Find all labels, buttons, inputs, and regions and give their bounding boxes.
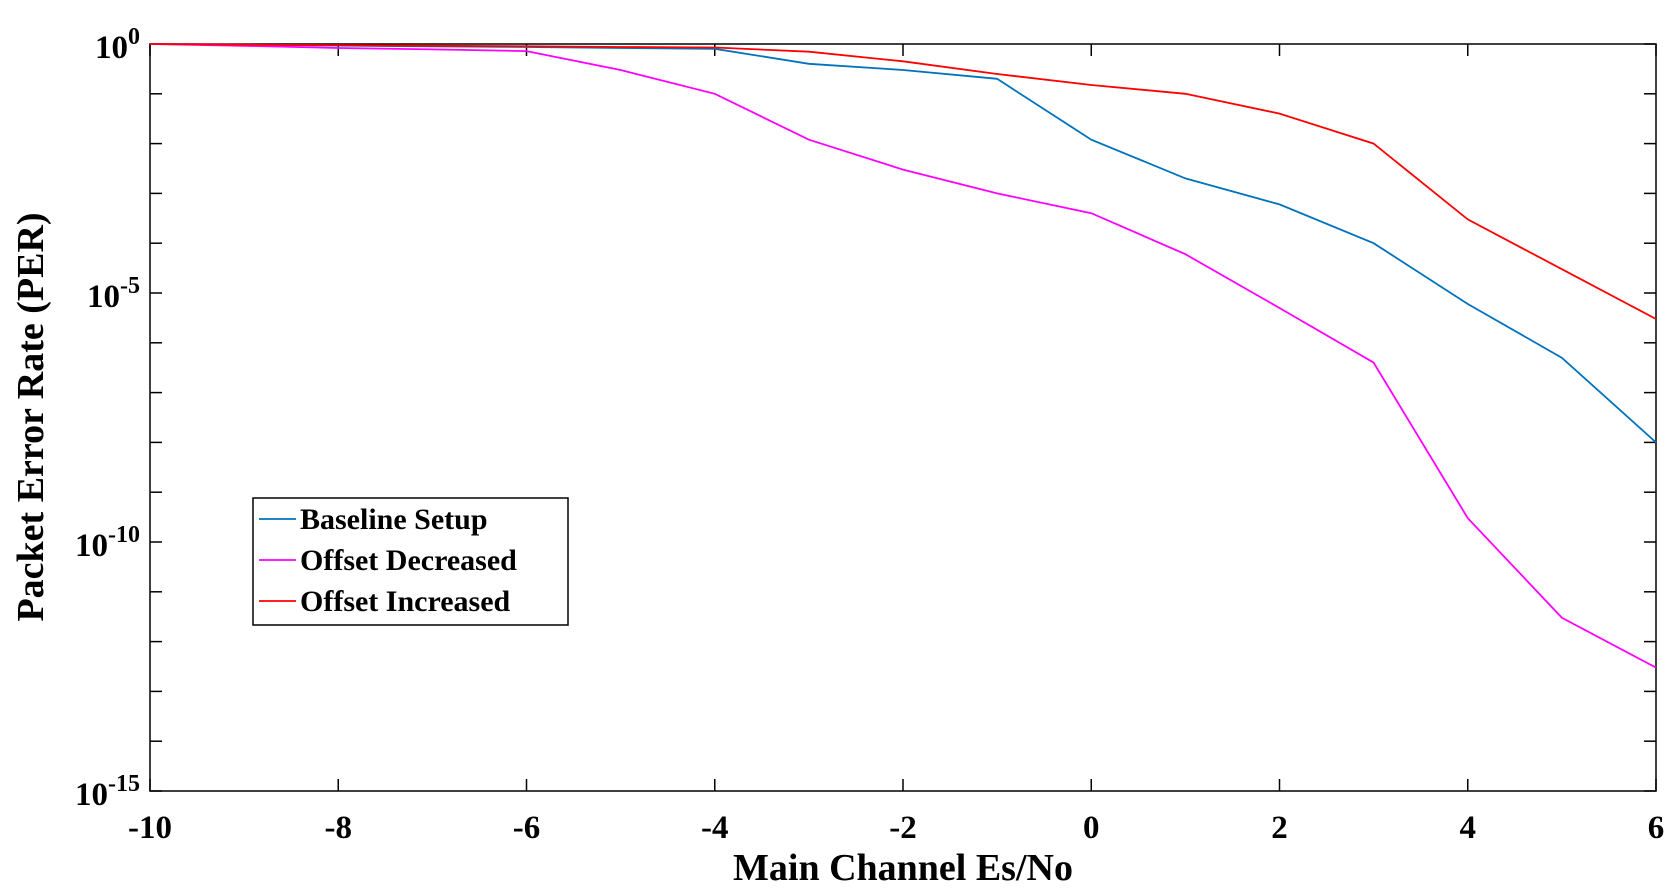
legend-label: Offset Increased (300, 585, 511, 618)
x-tick-label: 6 (1648, 810, 1665, 846)
y-tick-label: 10-15 (75, 771, 140, 813)
x-tick-label: -4 (701, 810, 729, 846)
x-tick-label: -6 (513, 810, 541, 846)
y-tick-label: 10-10 (75, 522, 140, 564)
x-tick-label: -2 (889, 810, 917, 846)
x-tick-label: 4 (1460, 810, 1477, 846)
x-tick-label: 2 (1271, 810, 1288, 846)
legend-box (252, 497, 569, 626)
legend-label: Offset Decreased (300, 544, 517, 577)
series-line-2 (149, 43, 1657, 669)
y-tick-label: 100 (95, 24, 140, 66)
x-axis-title: Main Channel Es/No (733, 847, 1073, 889)
legend-label: Baseline Setup (300, 503, 488, 536)
y-tick-labels: 100 10-5 10-10 10-15 (75, 24, 140, 813)
x-tick-label: -10 (128, 810, 172, 846)
x-tick-label: -8 (325, 810, 353, 846)
y-tick-label: 10-5 (87, 273, 140, 315)
series-lines (149, 43, 1657, 669)
legend: Baseline Setup Offset Decreased Offset Inc… (252, 497, 569, 626)
plot-area (149, 43, 1657, 792)
series-line-3 (149, 43, 1657, 320)
x-tick-labels: -10 -8 -6 -4 -2 0 2 4 6 (128, 810, 1664, 846)
x-tick-label: 0 (1083, 810, 1100, 846)
y-axis-title: Packet Error Rate (PER) (10, 212, 52, 621)
